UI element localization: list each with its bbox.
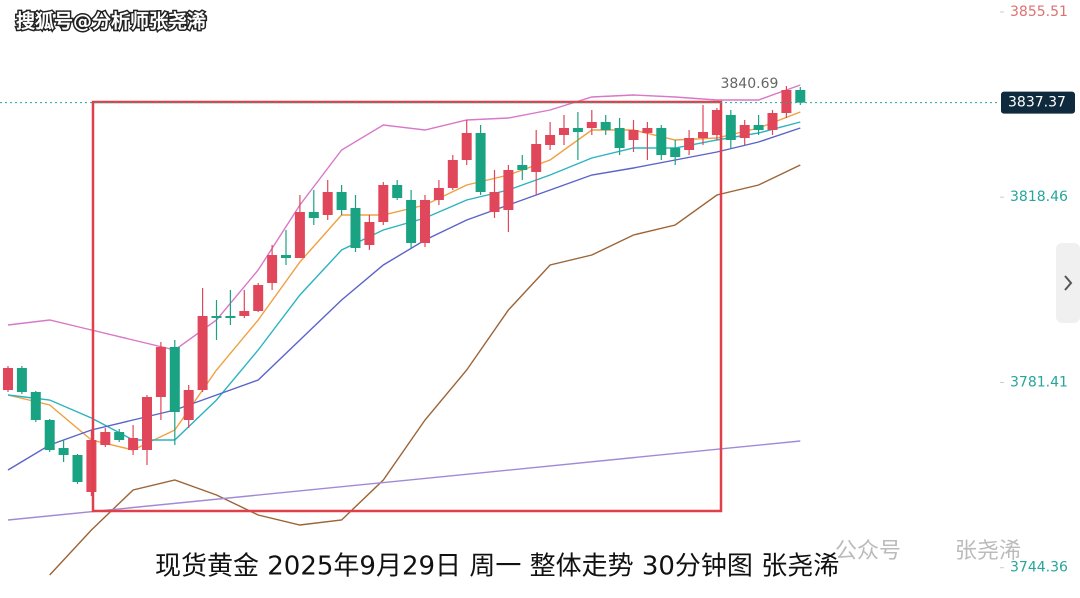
account-label: 公众号 xyxy=(835,539,901,564)
candle-body xyxy=(128,438,139,450)
candle-body xyxy=(364,222,375,245)
candle-body xyxy=(628,130,639,140)
candle-body xyxy=(531,144,542,172)
scroll-button[interactable] xyxy=(1056,243,1080,323)
candle-body xyxy=(684,138,695,150)
candle-body xyxy=(30,392,41,420)
candle-body xyxy=(753,125,764,130)
indicator-line xyxy=(7,121,801,441)
indicator-line xyxy=(7,111,801,451)
candle-body xyxy=(100,432,111,445)
candle-body xyxy=(475,133,486,192)
y-tick-label: 3855.51 xyxy=(1010,4,1068,20)
candle-body xyxy=(698,132,708,138)
candle-body xyxy=(781,90,792,113)
candle-body xyxy=(517,165,528,170)
candle-body xyxy=(392,185,403,198)
candle-body xyxy=(169,347,180,412)
candle-body xyxy=(350,208,361,248)
candle-body xyxy=(614,128,625,148)
candle-body xyxy=(58,448,69,455)
high-label: 3840.69 xyxy=(720,76,778,92)
candle-body xyxy=(197,316,208,390)
candle-body xyxy=(3,368,13,390)
y-tick-label: 3744.36 xyxy=(1010,560,1068,576)
candle-body xyxy=(433,188,444,200)
candle-body xyxy=(253,285,264,311)
candle-body xyxy=(322,192,333,215)
candle-body xyxy=(294,212,305,258)
highlight-box xyxy=(91,100,723,513)
candle-body xyxy=(739,125,750,138)
indicator-line xyxy=(7,127,801,471)
candle-body xyxy=(447,160,458,188)
candle-body xyxy=(183,390,194,420)
candle-body xyxy=(336,192,347,210)
candle-body xyxy=(225,316,236,318)
y-tick-label: 3818.46 xyxy=(1010,189,1068,205)
candle-body xyxy=(267,255,278,283)
candle-body xyxy=(545,135,556,145)
candle-body xyxy=(503,170,514,210)
y-tick-label: 3781.41 xyxy=(1010,374,1068,390)
candle-body xyxy=(378,185,389,222)
candle-body xyxy=(489,192,500,212)
candle-body xyxy=(142,397,152,450)
candle-body xyxy=(211,316,222,318)
watermark: 搜狐号@分析师张尧浠 xyxy=(16,10,206,33)
caption: 现货黄金 2025年9月29日 周一 整体走势 30分钟图 张尧浠 xyxy=(155,552,839,582)
last-price-box xyxy=(1001,91,1075,114)
candle-body xyxy=(155,347,166,397)
candle-body xyxy=(114,432,125,440)
candle-body xyxy=(86,440,97,492)
indicator-line xyxy=(7,440,801,521)
candle-body xyxy=(72,455,83,482)
candle-body xyxy=(572,128,583,132)
candle-body xyxy=(16,368,27,392)
candle-body xyxy=(725,115,736,140)
candle-body xyxy=(44,420,55,450)
plot xyxy=(3,84,806,576)
candle-body xyxy=(461,133,472,160)
candle-body xyxy=(795,90,806,103)
candle-body xyxy=(711,110,722,135)
candle-body xyxy=(600,122,611,130)
candle-body xyxy=(281,255,291,258)
indicator-line xyxy=(7,84,801,351)
candle-body xyxy=(308,212,319,218)
candle-body xyxy=(559,128,569,135)
last-price-label: 3837.37 xyxy=(1008,95,1066,111)
candle-body xyxy=(239,311,250,316)
candle-body xyxy=(586,122,597,128)
account-name: 张尧浠 xyxy=(955,539,1021,564)
candle-body xyxy=(406,200,417,243)
candle-body xyxy=(642,128,653,133)
candle-body xyxy=(420,200,430,243)
candle-body xyxy=(767,113,778,130)
candle-body xyxy=(670,148,681,157)
scroll-arrow[interactable] xyxy=(1064,275,1073,291)
indicator-line xyxy=(49,164,801,576)
candle-body xyxy=(656,128,667,155)
